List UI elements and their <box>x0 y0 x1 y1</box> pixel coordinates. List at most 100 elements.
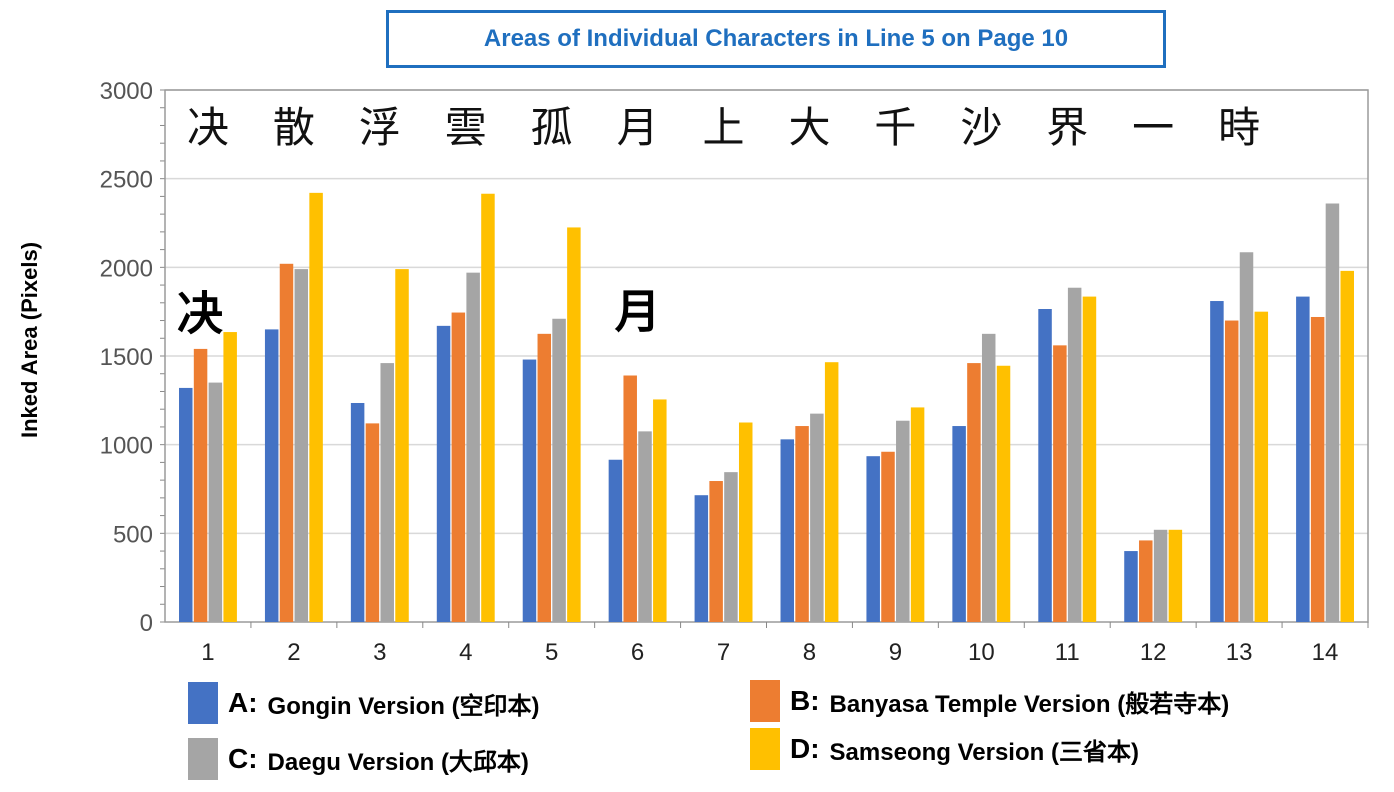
legend-swatch-d <box>750 728 780 770</box>
bar-series-4 <box>1255 312 1269 622</box>
legend-swatch-c <box>188 738 218 780</box>
bar-series-2 <box>452 313 466 622</box>
character-label: 大 <box>788 103 830 152</box>
legend-item-b: B: Banyasa Temple Version (般若寺本) <box>750 680 1229 722</box>
bar-series-1 <box>781 439 795 622</box>
character-label: 雲 <box>445 103 487 152</box>
bar-series-3 <box>1068 288 1082 622</box>
bar-series-3 <box>724 472 738 622</box>
bar-series-1 <box>1210 301 1224 622</box>
bar-series-4 <box>653 399 667 622</box>
character-label: 沙 <box>960 103 1002 152</box>
bar-series-4 <box>223 332 237 622</box>
legend-label-a: Gongin Version (空印本) <box>268 686 540 721</box>
legend-label-d: Samseong Version (三省本) <box>830 732 1139 767</box>
bar-series-2 <box>623 376 637 622</box>
bar-series-3 <box>896 421 910 622</box>
bar-series-3 <box>552 319 566 622</box>
x-tick-label: 12 <box>1140 639 1167 666</box>
bar-series-4 <box>1169 530 1183 622</box>
bar-series-2 <box>1225 321 1239 622</box>
character-label: 月 <box>617 103 659 152</box>
legend-item-d: D: Samseong Version (三省本) <box>750 728 1139 770</box>
bar-series-1 <box>695 495 709 622</box>
bar-series-4 <box>309 193 323 622</box>
y-tick-label: 2000 <box>100 255 153 282</box>
bar-series-4 <box>911 407 925 622</box>
character-label: 浮 <box>359 103 401 152</box>
y-tick-label: 2500 <box>100 167 153 194</box>
bar-series-3 <box>638 431 652 622</box>
bar-series-2 <box>1311 317 1325 622</box>
legend-letter-b: B: <box>790 685 820 717</box>
bar-series-4 <box>395 269 409 622</box>
bar-series-1 <box>866 456 880 622</box>
x-tick-label: 14 <box>1312 639 1339 666</box>
bar-series-1 <box>1124 551 1138 622</box>
bar-series-3 <box>295 269 309 622</box>
x-tick-label: 7 <box>717 639 730 666</box>
bar-series-4 <box>567 227 581 622</box>
bar-series-1 <box>351 403 365 622</box>
y-tick-label: 500 <box>113 521 153 548</box>
bar-series-1 <box>265 329 279 622</box>
character-label: 界 <box>1046 103 1088 152</box>
bar-series-3 <box>982 334 996 622</box>
bar-series-1 <box>1038 309 1052 622</box>
x-tick-label: 4 <box>459 639 472 666</box>
bar-series-2 <box>881 452 895 622</box>
bar-series-3 <box>209 383 223 622</box>
legend-label-b: Banyasa Temple Version (般若寺本) <box>830 684 1230 719</box>
annotation-glyph-2: 月 <box>615 285 661 339</box>
bar-series-4 <box>1340 271 1354 622</box>
legend-label-c: Daegu Version (大邱本) <box>268 742 529 777</box>
bar-series-1 <box>1296 297 1310 622</box>
x-tick-label: 13 <box>1226 639 1253 666</box>
x-tick-label: 5 <box>545 639 558 666</box>
character-label: 千 <box>874 103 916 152</box>
bar-series-2 <box>538 334 552 622</box>
character-label: 一 <box>1132 103 1174 152</box>
bar-series-2 <box>194 349 208 622</box>
x-tick-label: 9 <box>889 639 902 666</box>
bar-series-1 <box>179 388 193 622</box>
bar-series-1 <box>437 326 451 622</box>
x-tick-label: 11 <box>1055 639 1080 666</box>
y-tick-label: 0 <box>140 610 153 637</box>
bar-series-2 <box>1139 540 1153 622</box>
character-label: 上 <box>703 103 745 152</box>
legend-item-a: A: Gongin Version (空印本) <box>188 682 540 724</box>
annotation-glyph-1: 决 <box>177 286 223 340</box>
bar-series-3 <box>380 363 394 622</box>
bar-series-4 <box>739 423 753 623</box>
bar-series-4 <box>1083 297 1097 622</box>
bar-series-4 <box>481 194 495 622</box>
bar-series-2 <box>967 363 981 622</box>
x-tick-label: 3 <box>373 639 386 666</box>
bar-series-4 <box>997 366 1011 622</box>
bar-series-2 <box>366 423 380 622</box>
y-tick-label: 3000 <box>100 78 153 105</box>
character-label: 時 <box>1218 103 1260 152</box>
bar-series-1 <box>609 460 623 622</box>
legend-swatch-b <box>750 680 780 722</box>
legend-letter-d: D: <box>790 733 820 765</box>
bar-series-1 <box>952 426 966 622</box>
y-tick-label: 1500 <box>100 344 153 371</box>
bar-series-4 <box>825 362 839 622</box>
x-tick-label: 2 <box>287 639 300 666</box>
legend-letter-c: C: <box>228 743 258 775</box>
x-tick-label: 6 <box>631 639 644 666</box>
bar-series-3 <box>1240 252 1254 622</box>
x-tick-label: 1 <box>201 639 214 666</box>
x-tick-label: 8 <box>803 639 816 666</box>
bar-series-3 <box>466 273 480 622</box>
bar-series-3 <box>1154 530 1168 622</box>
x-tick-label: 10 <box>968 639 995 666</box>
bar-series-2 <box>1053 345 1067 622</box>
legend-letter-a: A: <box>228 687 258 719</box>
bar-series-3 <box>1326 203 1340 622</box>
bar-series-2 <box>280 264 294 622</box>
character-label: 散 <box>273 103 315 152</box>
